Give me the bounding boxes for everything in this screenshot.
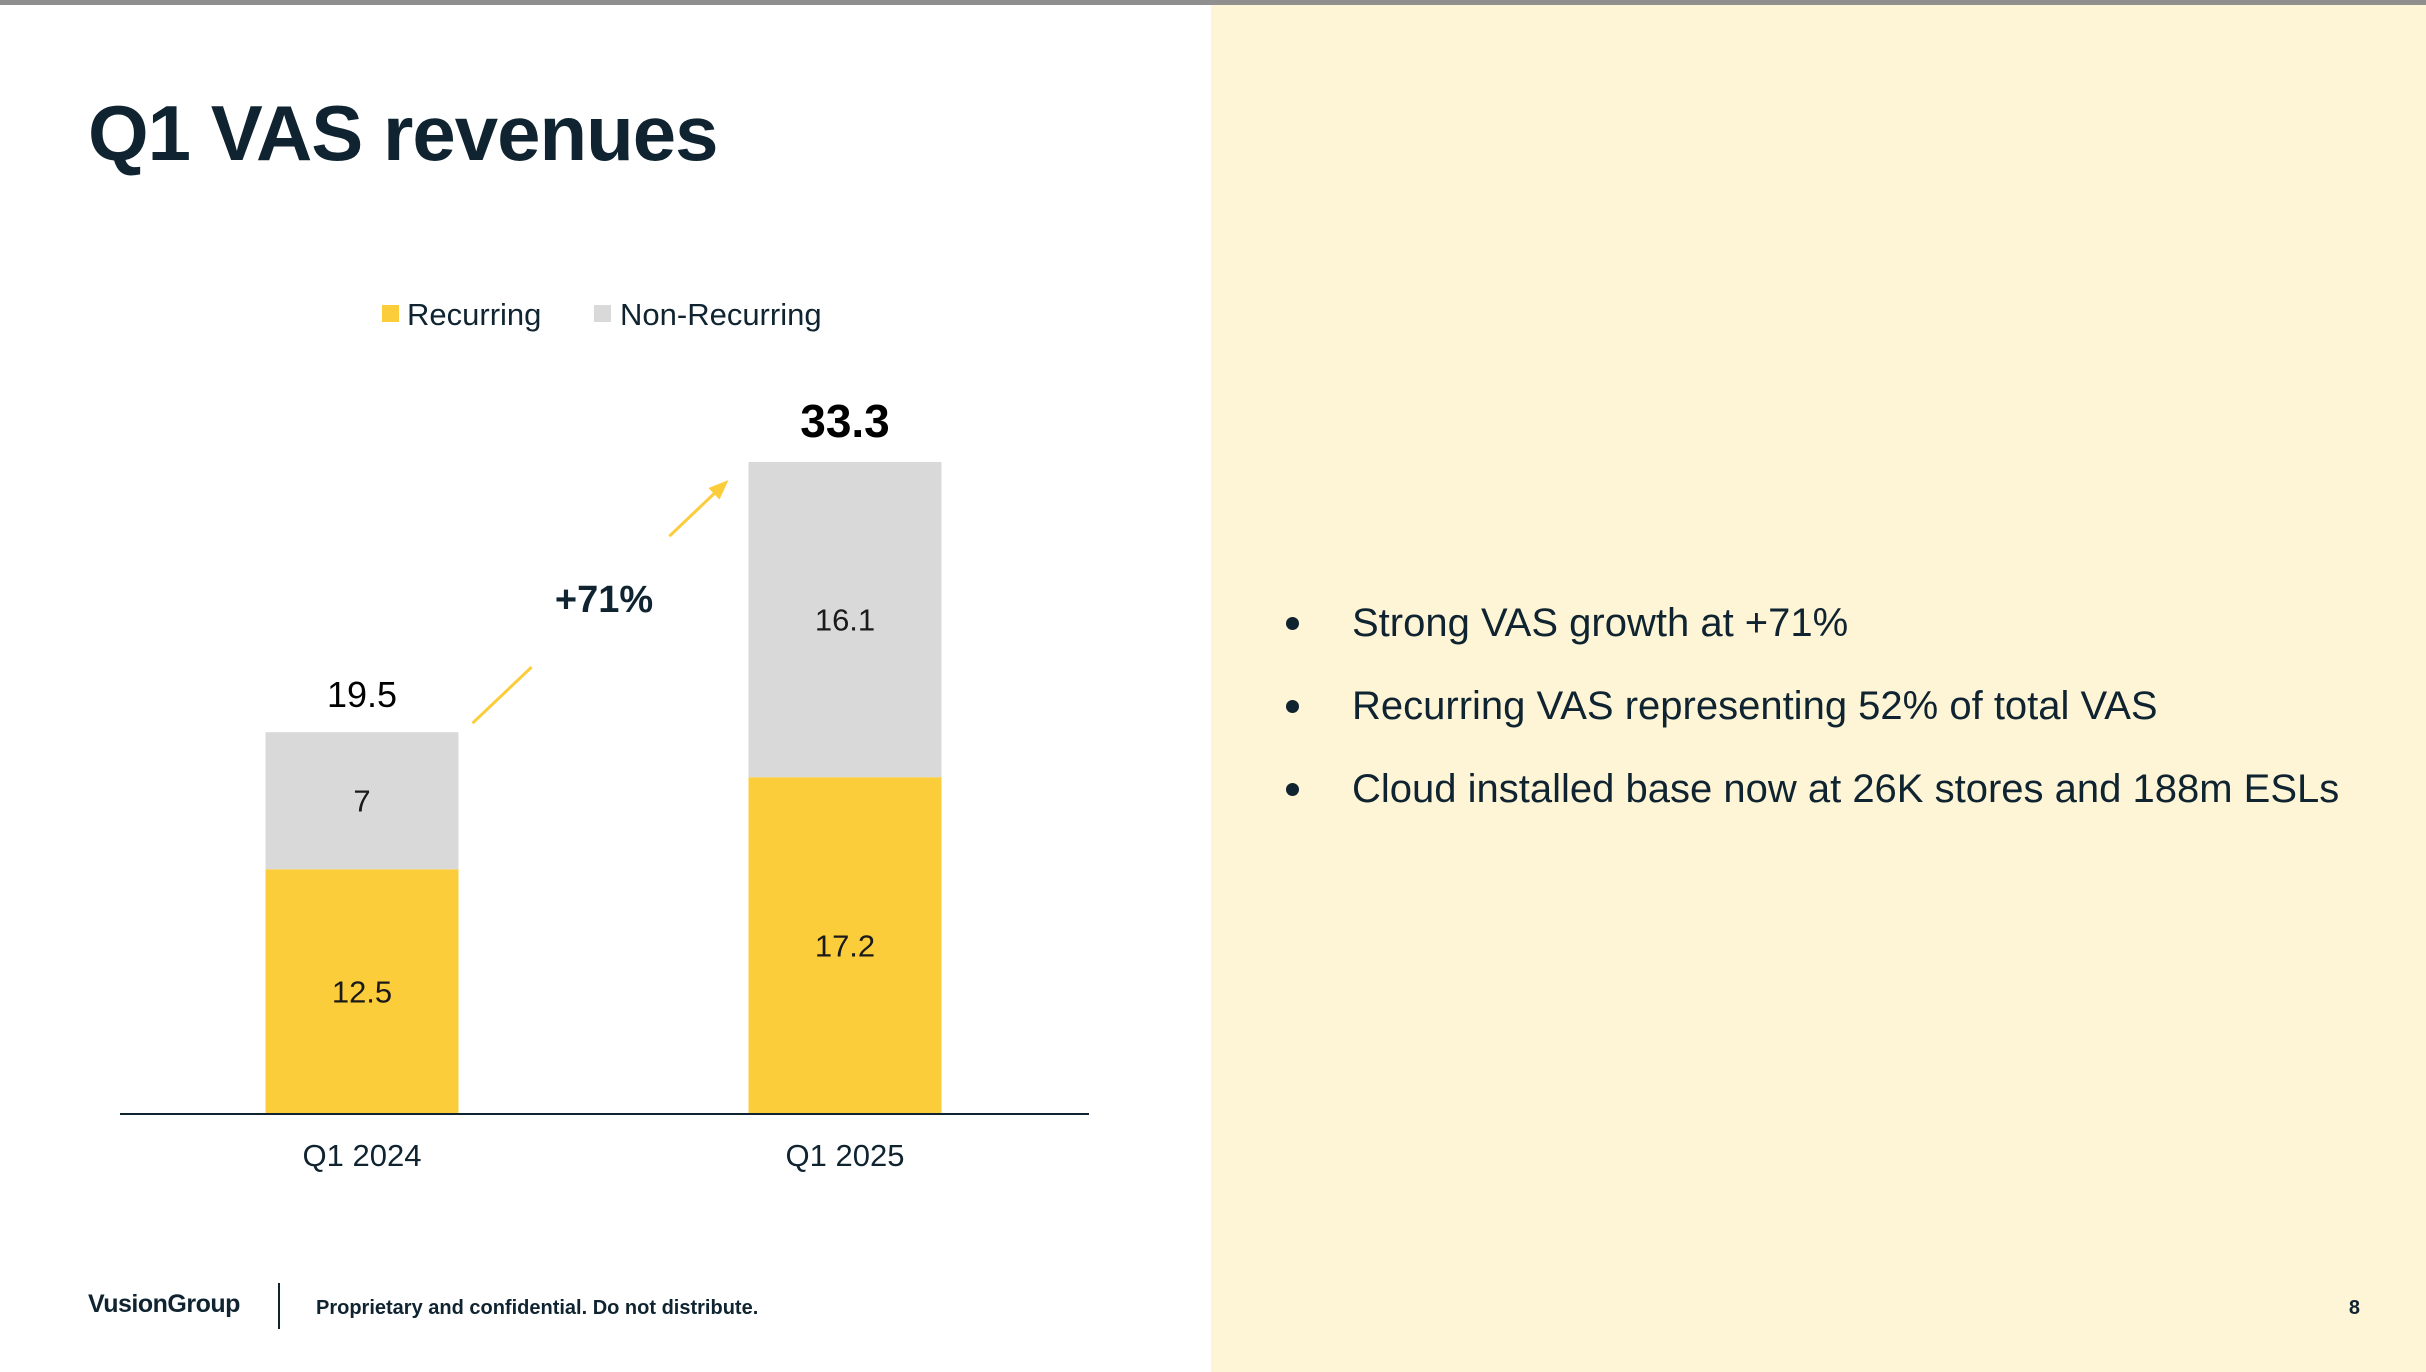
bullet-dot-icon bbox=[1286, 700, 1299, 713]
bar-value-label: 7 bbox=[353, 784, 370, 819]
legend-label-recurring: Recurring bbox=[407, 297, 541, 332]
bullet-text: Strong VAS growth at +71% bbox=[1352, 601, 1849, 645]
bullet-item: Cloud installed base now at 26K stores a… bbox=[1282, 756, 2339, 839]
company-logo: VusionGroup bbox=[88, 1290, 240, 1318]
x-tick-label: Q1 2025 bbox=[786, 1138, 905, 1173]
chart-bars: 12.5 7 19.5 17.2 16.1 33.3 bbox=[265, 395, 942, 1114]
bullet-item: Recurring VAS representing 52% of total … bbox=[1282, 673, 2339, 756]
legend-swatch-non-recurring bbox=[594, 305, 611, 322]
right-panel bbox=[1211, 5, 2426, 1372]
bullet-text: Recurring VAS representing 52% of total … bbox=[1352, 684, 2158, 728]
arrow-head-icon bbox=[708, 480, 729, 500]
bullet-dot-icon bbox=[1286, 617, 1299, 630]
footer-divider bbox=[278, 1283, 280, 1329]
bar-total-label: 19.5 bbox=[327, 674, 397, 715]
bar-value-label: 17.2 bbox=[815, 929, 875, 964]
x-tick-label: Q1 2024 bbox=[303, 1138, 422, 1173]
growth-arrow-line bbox=[471, 665, 533, 725]
bar-total-label: 33.3 bbox=[800, 395, 890, 447]
bar-non-recurring bbox=[265, 732, 459, 870]
top-rule bbox=[0, 0, 2426, 5]
growth-arrow bbox=[471, 480, 729, 725]
legend-label-non-recurring: Non-Recurring bbox=[620, 297, 822, 332]
stacked-bar-chart: Recurring Non-Recurring 12.5 7 19.5 17.2 16.… bbox=[120, 297, 1089, 1173]
bullet-text: Cloud installed base now at 26K stores a… bbox=[1352, 767, 2340, 811]
bar-value-label: 16.1 bbox=[815, 603, 875, 638]
legend-swatch-recurring bbox=[382, 305, 399, 322]
bullet-item: Strong VAS growth at +71% bbox=[1282, 590, 2339, 673]
bullet-dot-icon bbox=[1286, 783, 1299, 796]
growth-annotation: +71% bbox=[555, 579, 653, 621]
chart-legend: Recurring Non-Recurring bbox=[382, 297, 822, 332]
bar-value-label: 12.5 bbox=[332, 975, 392, 1010]
bullet-list: Strong VAS growth at +71% Recurring VAS … bbox=[1282, 590, 2339, 839]
footer-disclaimer: Proprietary and confidential. Do not dis… bbox=[316, 1297, 759, 1319]
bar-recurring bbox=[748, 777, 942, 1114]
bar-non-recurring bbox=[748, 462, 942, 778]
slide-title: Q1 VAS revenues bbox=[88, 89, 719, 177]
page-number: 8 bbox=[2348, 1297, 2360, 1319]
growth-arrow-line bbox=[668, 487, 721, 538]
bar-recurring bbox=[265, 869, 459, 1114]
x-axis-labels: Q1 2024 Q1 2025 bbox=[303, 1138, 905, 1173]
